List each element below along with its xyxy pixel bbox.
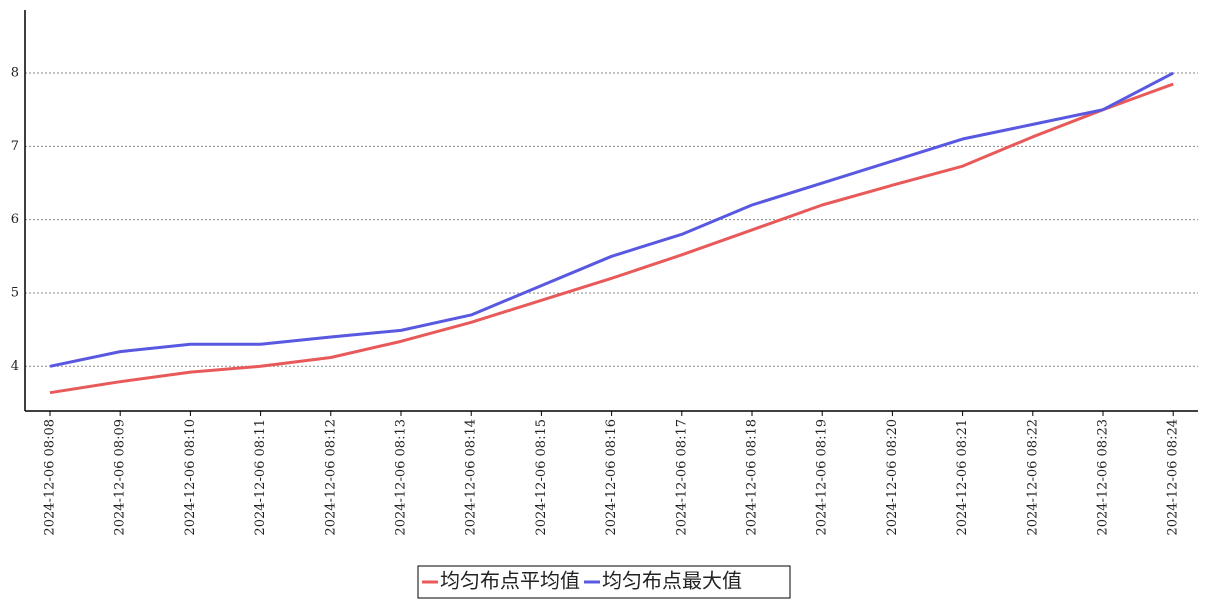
y-tick-label: 5 — [11, 285, 19, 300]
x-tick-label: 2024-12-06 08:20 — [885, 419, 900, 536]
x-tick-label: 2024-12-06 08:13 — [394, 419, 409, 536]
x-tick-label: 2024-12-06 08:18 — [745, 419, 760, 536]
legend: 均匀布点平均值 均匀布点最大值 — [417, 565, 791, 599]
x-tick-label: 2024-12-06 08:09 — [113, 419, 128, 536]
y-tick-label: 6 — [11, 212, 19, 227]
x-tick-label: 2024-12-06 08:08 — [43, 419, 58, 536]
x-tick-label: 2024-12-06 08:15 — [534, 419, 549, 536]
x-tick-label: 2024-12-06 08:11 — [253, 419, 268, 536]
x-tick-label: 2024-12-06 08:22 — [1025, 419, 1040, 536]
x-tick-label: 2024-12-06 08:16 — [604, 419, 619, 536]
x-tick-label: 2024-12-06 08:17 — [674, 419, 689, 536]
x-tick-label: 2024-12-06 08:10 — [183, 419, 198, 536]
series-line — [49, 82, 1174, 395]
x-tick-label: 2024-12-06 08:14 — [464, 419, 479, 536]
legend-label: 均匀布点最大值 — [602, 569, 742, 593]
y-tick-label: 7 — [11, 139, 19, 154]
series-line — [49, 71, 1174, 368]
x-tick-label: 2024-12-06 08:23 — [1096, 419, 1111, 536]
x-tick-label: 2024-12-06 08:24 — [1166, 419, 1181, 536]
legend-box — [417, 565, 791, 599]
y-tick-label: 4 — [11, 359, 19, 374]
x-tick-label: 2024-12-06 08:19 — [815, 419, 830, 536]
x-tick-label: 2024-12-06 08:12 — [323, 419, 338, 536]
y-tick-label: 8 — [11, 66, 19, 81]
x-tick-label: 2024-12-06 08:21 — [955, 419, 970, 536]
legend-label: 均匀布点平均值 — [440, 569, 580, 593]
